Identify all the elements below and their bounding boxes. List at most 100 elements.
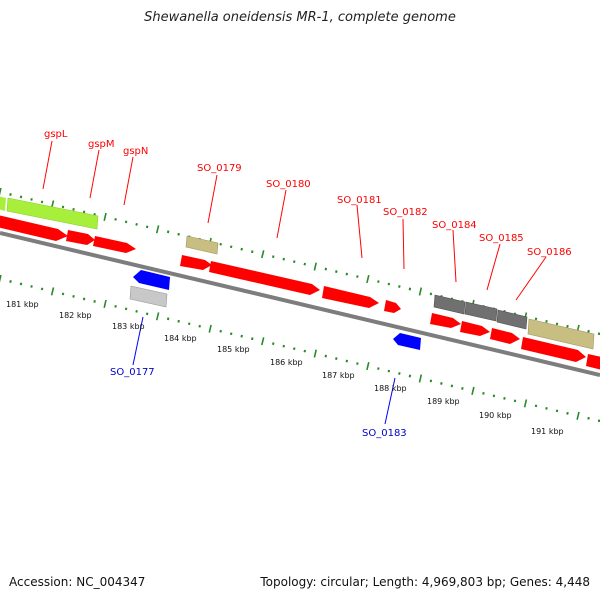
major-tick bbox=[261, 337, 265, 346]
reverse-features bbox=[129, 270, 421, 350]
gene-label[interactable]: SO_0184 bbox=[432, 220, 477, 231]
minor-tick bbox=[177, 232, 180, 236]
reverse-gene-labels: SO_0177 SO_0183 bbox=[110, 367, 407, 439]
forward-gene-labels: gspL gspM gspN SO_0179 SO_0180 SO_0181 S… bbox=[44, 129, 572, 258]
gene-arrow[interactable] bbox=[430, 313, 461, 328]
major-tick bbox=[50, 287, 55, 296]
minor-tick bbox=[566, 411, 569, 415]
gene-label[interactable]: SO_0181 bbox=[337, 195, 382, 206]
major-tick bbox=[576, 411, 580, 420]
gene-label[interactable]: SO_0185 bbox=[479, 233, 524, 244]
minor-tick bbox=[93, 299, 96, 303]
minor-tick bbox=[145, 312, 149, 316]
feature-box-gray[interactable] bbox=[496, 309, 528, 330]
reverse-gene-arrow[interactable] bbox=[393, 333, 421, 350]
minor-tick bbox=[219, 242, 222, 246]
gene-label[interactable]: SO_0182 bbox=[383, 207, 428, 218]
major-tick bbox=[208, 324, 212, 333]
reverse-gene-arrow[interactable] bbox=[133, 270, 170, 290]
gene-arrow[interactable] bbox=[384, 300, 401, 313]
minor-tick bbox=[135, 222, 138, 226]
minor-tick bbox=[398, 285, 401, 288]
feature-box-gray[interactable] bbox=[433, 294, 466, 315]
gene-arrow[interactable] bbox=[322, 286, 379, 308]
gene-arrow[interactable] bbox=[209, 261, 320, 295]
gene-arrow[interactable] bbox=[180, 255, 212, 270]
major-tick bbox=[313, 262, 317, 271]
minor-tick bbox=[135, 309, 138, 313]
minor-tick bbox=[177, 319, 180, 323]
lower-tick-track bbox=[0, 274, 600, 423]
minor-tick bbox=[534, 317, 538, 321]
gene-label[interactable]: SO_0183 bbox=[362, 428, 407, 439]
gene-arrow[interactable] bbox=[93, 236, 136, 253]
major-tick bbox=[103, 212, 107, 221]
feature-box-green[interactable] bbox=[6, 197, 99, 230]
gene-label[interactable]: SO_0186 bbox=[527, 247, 572, 258]
genome-summary-text: Topology: circular; Length: 4,969,803 bp… bbox=[260, 575, 590, 589]
minor-tick bbox=[408, 287, 412, 291]
minor-tick bbox=[293, 260, 296, 264]
gene-label[interactable]: SO_0180 bbox=[266, 179, 311, 190]
scale-label: 185 kbp bbox=[217, 345, 250, 354]
minor-tick bbox=[450, 384, 454, 388]
gene-arrow[interactable] bbox=[66, 230, 95, 245]
minor-tick bbox=[545, 406, 548, 410]
gene-label[interactable]: gspN bbox=[123, 146, 148, 157]
minor-tick bbox=[377, 367, 380, 370]
feature-box-green[interactable] bbox=[0, 196, 6, 211]
map-title: Shewanella oneidensis MR-1, complete gen… bbox=[144, 10, 456, 25]
minor-tick bbox=[198, 324, 201, 328]
minor-tick bbox=[240, 247, 243, 251]
minor-tick bbox=[82, 210, 86, 214]
feature-box-khaki[interactable] bbox=[185, 235, 219, 255]
gene-label[interactable]: gspL bbox=[44, 129, 68, 140]
minor-tick bbox=[534, 404, 538, 408]
gene-arrow[interactable] bbox=[460, 321, 490, 336]
gene-label[interactable]: SO_0179 bbox=[197, 163, 242, 174]
gene-arrow[interactable] bbox=[586, 354, 600, 370]
minor-tick bbox=[566, 324, 569, 328]
minor-tick bbox=[387, 369, 391, 373]
scale-label: 190 kbp bbox=[479, 411, 512, 420]
scale-label: 181 kbp bbox=[6, 300, 39, 309]
major-tick bbox=[0, 274, 2, 283]
gene-arrow[interactable] bbox=[0, 215, 68, 241]
major-tick bbox=[103, 299, 107, 308]
minor-tick bbox=[219, 329, 222, 333]
minor-tick bbox=[345, 272, 349, 276]
minor-tick bbox=[272, 342, 275, 346]
minor-tick bbox=[345, 359, 349, 363]
minor-tick bbox=[545, 319, 548, 323]
minor-tick bbox=[251, 337, 254, 341]
minor-tick bbox=[251, 250, 254, 254]
minor-tick bbox=[293, 347, 296, 351]
minor-tick bbox=[587, 416, 590, 420]
minor-tick bbox=[40, 287, 44, 291]
feature-box-gray[interactable] bbox=[464, 301, 498, 322]
minor-tick bbox=[240, 334, 243, 338]
minor-tick bbox=[166, 317, 170, 321]
gene-arrow[interactable] bbox=[490, 328, 520, 344]
forward-features bbox=[0, 196, 600, 370]
minor-tick bbox=[387, 282, 391, 286]
minor-tick bbox=[114, 217, 117, 221]
scale-label: 186 kbp bbox=[270, 358, 303, 367]
minor-tick bbox=[229, 245, 233, 249]
scale-label: 189 kbp bbox=[427, 397, 460, 406]
minor-tick bbox=[482, 391, 485, 395]
feature-box-khaki[interactable] bbox=[527, 318, 595, 350]
scale-label: 183 kbp bbox=[112, 322, 145, 331]
feature-box-light-gray[interactable] bbox=[129, 285, 168, 308]
minor-tick bbox=[429, 379, 433, 383]
genome-backbone bbox=[0, 231, 600, 377]
gene-label[interactable]: gspM bbox=[88, 139, 115, 150]
minor-tick bbox=[187, 322, 191, 326]
major-tick bbox=[418, 287, 423, 296]
gene-label[interactable]: SO_0177 bbox=[110, 367, 155, 378]
gene-arrow[interactable] bbox=[521, 337, 586, 362]
major-tick bbox=[366, 362, 370, 371]
minor-tick bbox=[356, 362, 359, 365]
minor-tick bbox=[166, 230, 170, 234]
